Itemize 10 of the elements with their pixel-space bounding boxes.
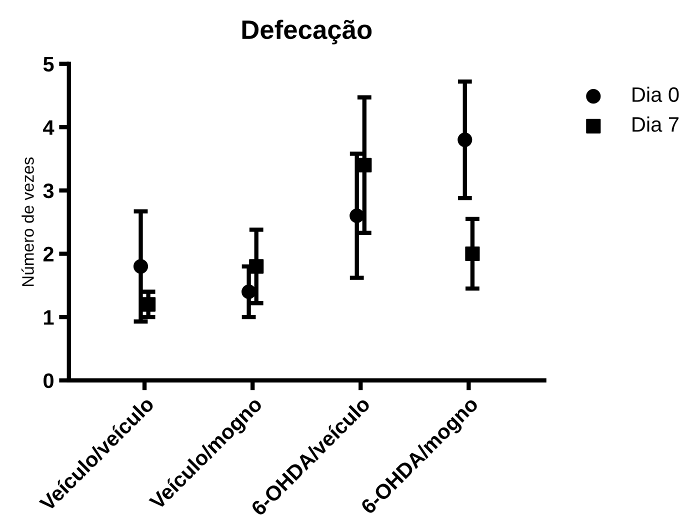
legend-label: Dia 7 [632,116,678,132]
y-tick-label: 0 [44,373,54,388]
y-axis-title: Número de vezes [21,157,34,286]
legend-label: Dia 0 [632,86,679,102]
y-tick-label: 1 [44,310,54,325]
y-tick-label: 3 [43,183,54,198]
y-tick-label: 5 [43,57,54,72]
chart-title: Defecação [242,20,372,44]
y-tick-label: 2 [43,246,54,262]
y-tick-label: 4 [43,120,54,135]
